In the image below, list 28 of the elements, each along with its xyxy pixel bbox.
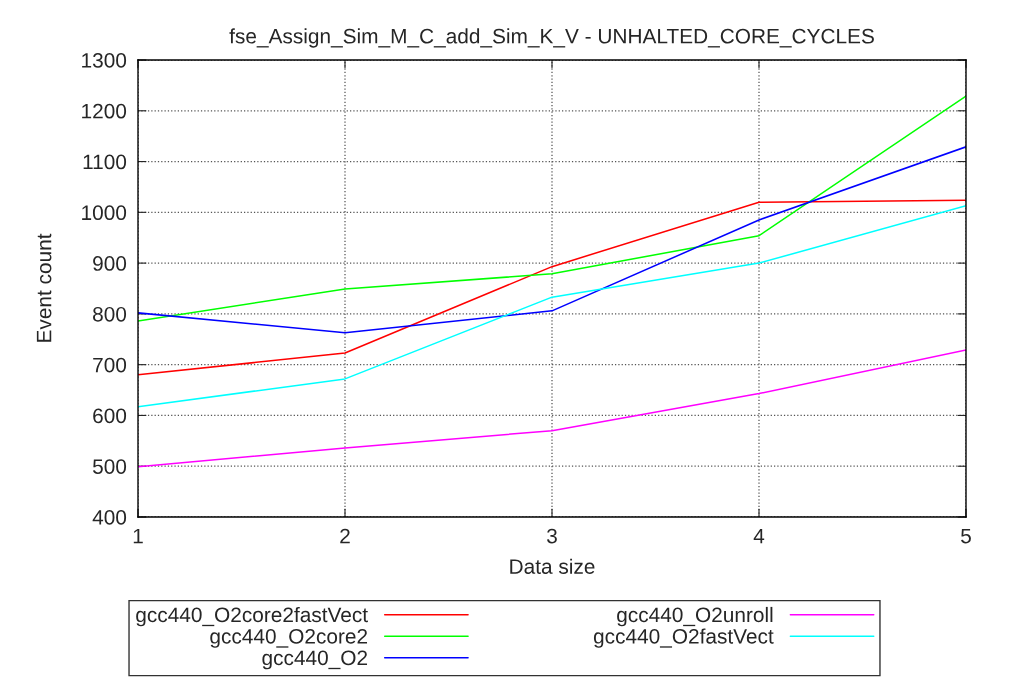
- y-tick-label: 400: [92, 510, 127, 525]
- y-tick-label: 1000: [82, 205, 127, 221]
- legend-label: gcc440_O2unroll: [617, 606, 773, 627]
- line-series: [138, 146, 966, 334]
- y-tick-label: 600: [93, 408, 127, 424]
- legend-label: gcc440_O2core2fastVect: [136, 606, 368, 627]
- legend-label: gcc440_O2fastVect: [593, 628, 774, 648]
- y-axis-title: Event count: [36, 233, 52, 342]
- line-series: [138, 199, 966, 376]
- y-tick-label: 1200: [82, 103, 127, 119]
- legend-label: gcc440_O2: [262, 650, 368, 670]
- line-series: [138, 349, 966, 468]
- x-tick-label: 5: [961, 528, 971, 544]
- legend-label: gcc440_O2core2: [210, 628, 368, 648]
- line-series: [138, 204, 966, 408]
- x-tick-label: 1: [133, 528, 143, 544]
- x-axis-title: Data size: [510, 558, 595, 574]
- y-tick-label: 700: [93, 357, 127, 373]
- x-tick-label: 2: [340, 528, 350, 544]
- x-tick-label: 3: [547, 528, 557, 544]
- y-tick-label: 900: [93, 256, 127, 271]
- x-tick-label: 4: [753, 528, 765, 544]
- y-tick-label: 1100: [83, 154, 127, 170]
- chart-title: fse_Assign_Sim_M_C_add_Sim_K_V - UNHALTED_CORE_CYCLES: [229, 28, 874, 48]
- y-tick-label: 800: [93, 306, 127, 322]
- line-series: [138, 95, 966, 322]
- y-tick-label: 500: [92, 459, 127, 474]
- y-tick-label: 1300: [82, 53, 127, 68]
